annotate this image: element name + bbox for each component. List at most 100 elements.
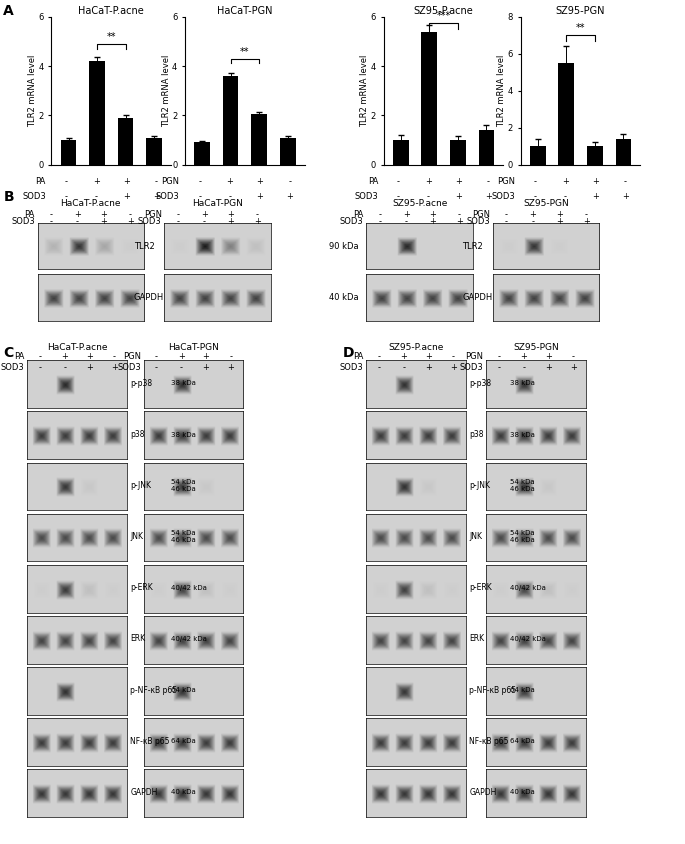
Text: +: + xyxy=(153,192,160,201)
Text: PGN: PGN xyxy=(497,177,515,186)
Text: -: - xyxy=(155,177,158,186)
Text: -: - xyxy=(203,218,206,226)
Text: -: - xyxy=(229,352,232,360)
Text: -: - xyxy=(624,177,627,186)
Text: -: - xyxy=(38,363,41,371)
Text: **: ** xyxy=(107,32,116,41)
Text: -: - xyxy=(487,177,490,186)
Text: -: - xyxy=(76,218,79,226)
Text: -: - xyxy=(49,210,53,219)
Text: +: + xyxy=(203,352,210,360)
Text: 40 kDa: 40 kDa xyxy=(329,293,358,302)
Bar xyxy=(558,63,574,165)
Text: -: - xyxy=(377,352,380,360)
Text: +: + xyxy=(403,210,410,219)
Text: SOD3: SOD3 xyxy=(340,363,364,371)
Text: -: - xyxy=(63,363,66,371)
Text: -: - xyxy=(452,352,455,360)
Text: -: - xyxy=(199,192,201,201)
Bar xyxy=(616,138,631,165)
Text: GAPDH: GAPDH xyxy=(462,293,493,302)
Title: SZ95-PGN: SZ95-PGN xyxy=(556,6,606,16)
Text: -: - xyxy=(38,352,41,360)
Text: -: - xyxy=(564,192,567,201)
Text: 38 kDa: 38 kDa xyxy=(171,381,196,387)
Text: -: - xyxy=(378,218,382,226)
Bar xyxy=(280,138,295,165)
Text: SZ95-PGN: SZ95-PGN xyxy=(513,343,559,352)
Title: HaCaT-P.acne: HaCaT-P.acne xyxy=(79,6,144,16)
Text: GAPDH: GAPDH xyxy=(130,787,158,797)
Text: SOD3: SOD3 xyxy=(138,218,162,226)
Title: SZ95-P.acne: SZ95-P.acne xyxy=(414,6,473,16)
Text: -: - xyxy=(397,177,400,186)
Text: -: - xyxy=(65,177,68,186)
Text: +: + xyxy=(450,363,457,371)
Text: **: ** xyxy=(240,46,249,57)
Text: +: + xyxy=(203,363,210,371)
Bar xyxy=(587,146,603,165)
Text: +: + xyxy=(254,218,261,226)
Text: SOD3: SOD3 xyxy=(22,192,46,201)
Text: +: + xyxy=(256,192,263,201)
Text: +: + xyxy=(425,363,432,371)
Text: PGN: PGN xyxy=(162,177,179,186)
Text: 64 kDa: 64 kDa xyxy=(171,687,196,693)
Text: -: - xyxy=(534,177,537,186)
Text: +: + xyxy=(86,363,93,371)
Text: HaCaT-PGN: HaCaT-PGN xyxy=(192,198,243,208)
Text: -: - xyxy=(505,210,508,219)
Text: PGN: PGN xyxy=(144,210,162,219)
Text: +: + xyxy=(562,177,569,186)
Bar xyxy=(118,118,134,165)
Text: 64 kDa: 64 kDa xyxy=(171,738,196,744)
Text: PA: PA xyxy=(14,352,25,360)
Text: PA: PA xyxy=(36,177,46,186)
Text: HaCaT-P.acne: HaCaT-P.acne xyxy=(60,198,121,208)
Text: +: + xyxy=(455,177,462,186)
Text: p-p38: p-p38 xyxy=(469,379,491,388)
Text: +: + xyxy=(227,363,234,371)
Text: +: + xyxy=(123,192,129,201)
Text: 64 kDa: 64 kDa xyxy=(510,738,535,744)
Text: SOD3: SOD3 xyxy=(117,363,141,371)
Text: -: - xyxy=(199,177,201,186)
Text: -: - xyxy=(397,192,400,201)
Text: SOD3: SOD3 xyxy=(466,218,490,226)
Text: p38: p38 xyxy=(469,430,484,439)
Text: -: - xyxy=(497,352,500,360)
Text: -: - xyxy=(378,210,382,219)
Bar xyxy=(479,130,494,165)
Text: +: + xyxy=(556,210,563,219)
Bar xyxy=(251,114,267,165)
Text: +: + xyxy=(74,210,81,219)
Text: -: - xyxy=(534,192,537,201)
Text: TLR2: TLR2 xyxy=(134,241,154,251)
Text: -: - xyxy=(155,352,158,360)
Text: PA: PA xyxy=(25,210,35,219)
Text: ERK: ERK xyxy=(130,635,145,643)
Text: -: - xyxy=(176,210,179,219)
Y-axis label: TLR2 mRNA level: TLR2 mRNA level xyxy=(360,55,369,127)
Text: +: + xyxy=(570,363,577,371)
Text: 54 kDa
46 kDa: 54 kDa 46 kDa xyxy=(510,479,535,492)
Text: -: - xyxy=(95,192,98,201)
Text: +: + xyxy=(530,210,536,219)
Text: ERK: ERK xyxy=(469,635,484,643)
Text: 40/42 kDa: 40/42 kDa xyxy=(510,636,546,642)
Text: -: - xyxy=(584,210,588,219)
Text: TLR2: TLR2 xyxy=(462,241,483,251)
Text: +: + xyxy=(622,192,629,201)
Text: SZ95-P.acne: SZ95-P.acne xyxy=(392,198,447,208)
Text: -: - xyxy=(288,177,291,186)
Text: +: + xyxy=(61,352,68,360)
Text: B: B xyxy=(3,190,14,204)
Y-axis label: TLR2 mRNA level: TLR2 mRNA level xyxy=(162,55,171,127)
Text: SOD3: SOD3 xyxy=(1,363,25,371)
Text: p-ERK: p-ERK xyxy=(469,583,492,592)
Text: -: - xyxy=(176,218,179,226)
Text: 38 kDa: 38 kDa xyxy=(510,381,535,387)
Text: GAPDH: GAPDH xyxy=(469,787,497,797)
Text: p-p38: p-p38 xyxy=(130,379,152,388)
Text: +: + xyxy=(425,352,432,360)
